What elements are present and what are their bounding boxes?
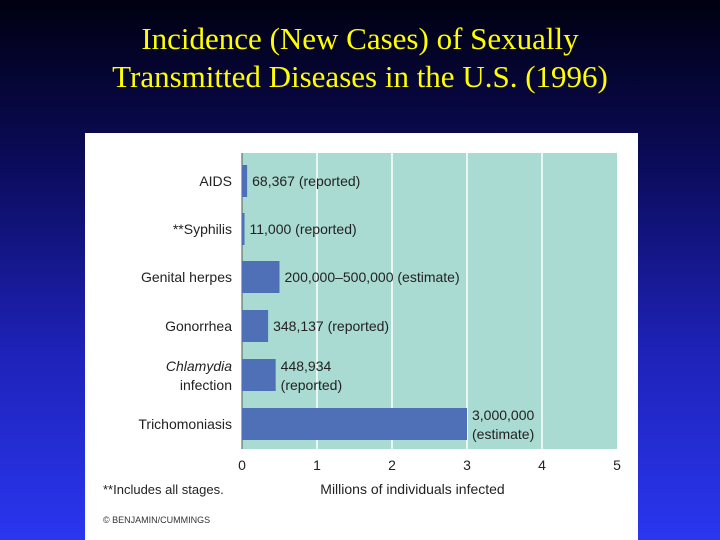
title-line-1: Incidence (New Cases) of Sexually: [141, 21, 579, 56]
x-axis-ticks: 0 1 2 3 4 5: [238, 457, 621, 473]
plot-area: [242, 153, 617, 449]
bars: [242, 165, 467, 440]
data-label: (estimate): [472, 426, 534, 442]
category-label: infection: [180, 377, 232, 393]
category-labels: AIDS **Syphilis Genital herpes Gonorrhea Chl…: [138, 173, 232, 432]
data-label: 448,934: [281, 358, 332, 374]
data-label: (reported): [281, 377, 342, 393]
slide-title: Incidence (New Cases) of Sexually Transm…: [0, 20, 720, 96]
x-tick-label: 1: [313, 457, 321, 473]
x-tick-label: 5: [613, 457, 621, 473]
bar: [242, 408, 467, 440]
bar-chart: AIDS **Syphilis Genital herpes Gonorrhea Chl…: [103, 153, 621, 525]
data-label: 3,000,000: [472, 407, 534, 423]
bar: [242, 310, 269, 342]
x-tick-label: 2: [388, 457, 396, 473]
x-axis-title: Millions of individuals infected: [320, 481, 504, 497]
category-label: Trichomoniasis: [138, 416, 232, 432]
x-tick-label: 3: [463, 457, 471, 473]
data-label: 68,367 (reported): [252, 173, 360, 189]
footnote: **Includes all stages.: [103, 482, 224, 497]
data-label: 200,000–500,000 (estimate): [285, 269, 460, 285]
data-label: 348,137 (reported): [273, 318, 389, 334]
x-tick-label: 0: [238, 457, 246, 473]
bar: [242, 359, 276, 391]
category-label: **Syphilis: [173, 221, 232, 237]
copyright-credit: © BENJAMIN/CUMMINGS: [103, 515, 210, 525]
bar: [242, 261, 280, 293]
gridlines: [241, 153, 543, 449]
chart-panel: AIDS **Syphilis Genital herpes Gonorrhea Chl…: [85, 133, 638, 540]
bar: [242, 165, 248, 197]
title-line-2: Transmitted Diseases in the U.S. (1996): [112, 59, 608, 94]
category-label: Gonorrhea: [165, 318, 232, 334]
category-label: Genital herpes: [141, 269, 232, 285]
category-label: Chlamydia: [166, 358, 232, 374]
data-labels: 68,367 (reported) 11,000 (reported) 200,00…: [250, 173, 535, 442]
data-label: 11,000 (reported): [250, 221, 357, 237]
x-tick-label: 4: [538, 457, 546, 473]
bar: [242, 213, 245, 245]
category-label: AIDS: [199, 173, 232, 189]
